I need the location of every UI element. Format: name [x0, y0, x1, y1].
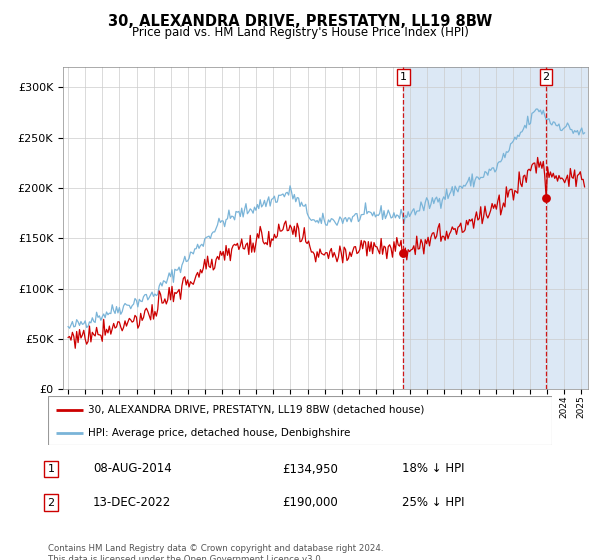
Point — [398, 249, 408, 258]
Text: 2: 2 — [542, 72, 550, 82]
Text: Price paid vs. HM Land Registry's House Price Index (HPI): Price paid vs. HM Land Registry's House … — [131, 26, 469, 39]
Bar — [403, 67, 596, 389]
Text: 08-AUG-2014: 08-AUG-2014 — [93, 463, 172, 475]
Text: £190,000: £190,000 — [282, 496, 338, 509]
Text: 1: 1 — [47, 464, 55, 474]
Text: 30, ALEXANDRA DRIVE, PRESTATYN, LL19 8BW (detached house): 30, ALEXANDRA DRIVE, PRESTATYN, LL19 8BW… — [88, 405, 425, 415]
Point — [541, 194, 551, 203]
Text: 13-DEC-2022: 13-DEC-2022 — [93, 496, 171, 509]
Text: 30, ALEXANDRA DRIVE, PRESTATYN, LL19 8BW: 30, ALEXANDRA DRIVE, PRESTATYN, LL19 8BW — [108, 14, 492, 29]
Text: 2: 2 — [47, 498, 55, 507]
Text: £134,950: £134,950 — [282, 463, 338, 475]
Text: HPI: Average price, detached house, Denbighshire: HPI: Average price, detached house, Denb… — [88, 428, 350, 438]
Text: 18% ↓ HPI: 18% ↓ HPI — [402, 463, 464, 475]
Text: 25% ↓ HPI: 25% ↓ HPI — [402, 496, 464, 509]
Text: Contains HM Land Registry data © Crown copyright and database right 2024.
This d: Contains HM Land Registry data © Crown c… — [48, 544, 383, 560]
Text: 1: 1 — [400, 72, 407, 82]
